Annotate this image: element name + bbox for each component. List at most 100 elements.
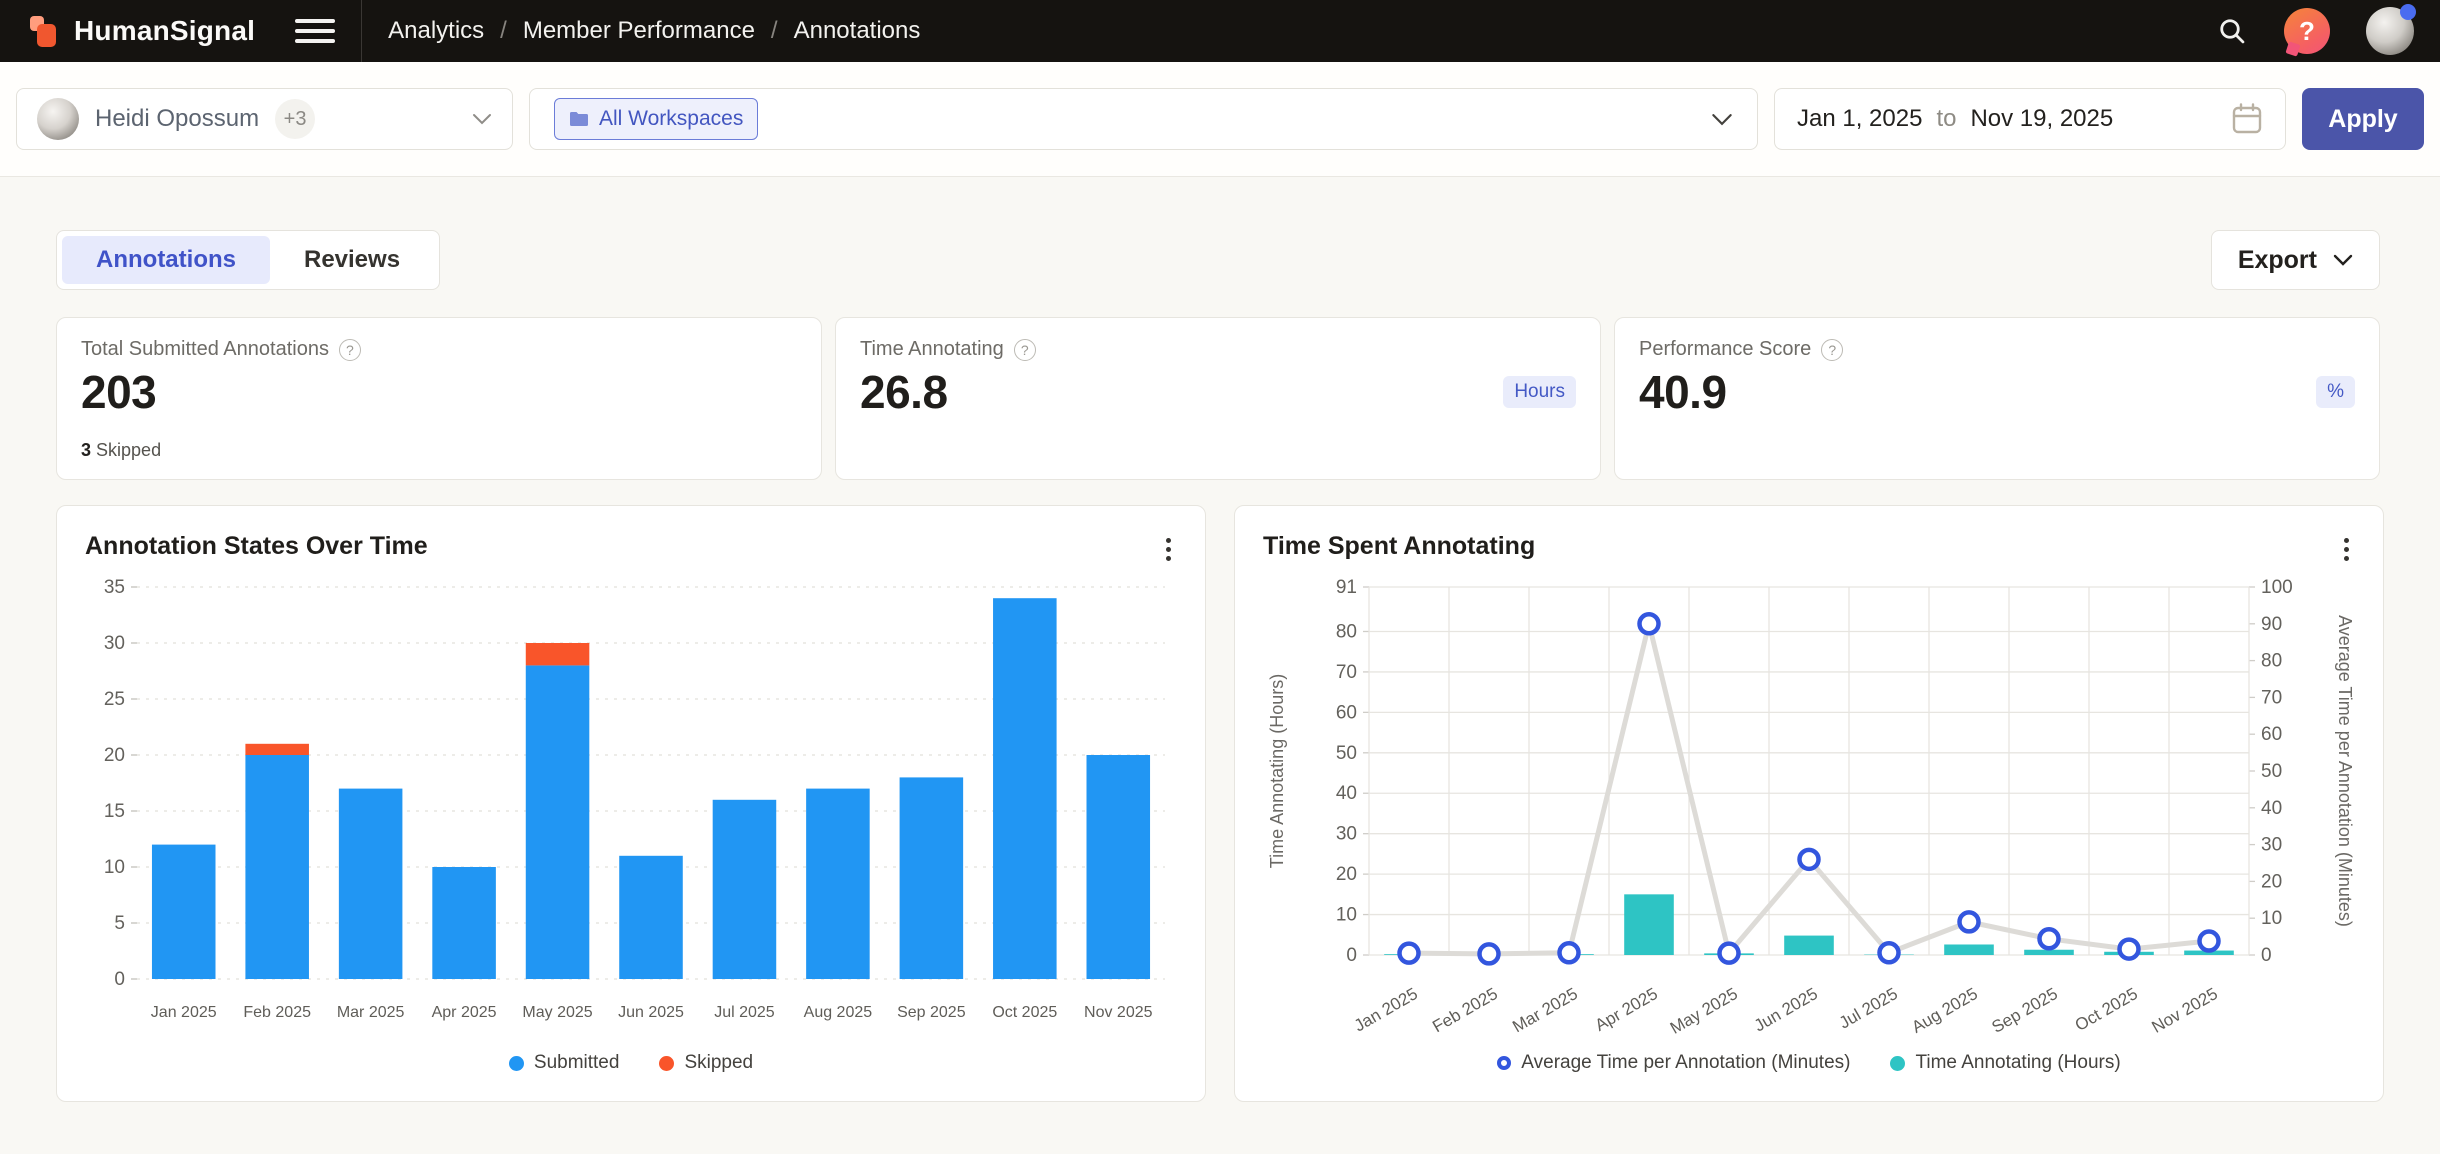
time-spent-chart: 0102030405060708091010203040506070809010… bbox=[1263, 573, 2355, 1048]
workspace-select[interactable]: All Workspaces bbox=[529, 88, 1758, 150]
kebab-menu-icon[interactable] bbox=[1160, 532, 1177, 567]
svg-text:50: 50 bbox=[1336, 743, 1357, 764]
brand-logo[interactable]: HumanSignal bbox=[30, 12, 255, 50]
member-name: Heidi Opossum bbox=[95, 105, 259, 133]
svg-text:10: 10 bbox=[2261, 908, 2282, 929]
apply-button[interactable]: Apply bbox=[2302, 88, 2424, 150]
help-circle-icon[interactable]: ? bbox=[1014, 339, 1036, 361]
main-content: Annotations Reviews Export Total Submitt… bbox=[0, 230, 2440, 1102]
chevron-down-icon bbox=[1711, 113, 1733, 126]
top-navigation-bar: HumanSignal Analytics / Member Performan… bbox=[0, 0, 2440, 62]
svg-text:Apr 2025: Apr 2025 bbox=[432, 1004, 497, 1021]
help-bubble-icon[interactable]: ? bbox=[2284, 8, 2330, 54]
date-from[interactable]: Jan 1, 2025 bbox=[1797, 105, 1922, 133]
svg-text:80: 80 bbox=[1336, 621, 1357, 642]
search-icon[interactable] bbox=[2216, 15, 2248, 47]
tabs-segmented-control: Annotations Reviews bbox=[56, 230, 440, 290]
svg-text:0: 0 bbox=[1346, 945, 1357, 966]
export-label: Export bbox=[2238, 246, 2317, 275]
svg-text:Time Annotating (Hours): Time Annotating (Hours) bbox=[1267, 674, 1287, 868]
breadcrumb-annotations[interactable]: Annotations bbox=[794, 17, 921, 45]
svg-text:30: 30 bbox=[2261, 835, 2282, 856]
extra-members-badge: +3 bbox=[275, 99, 315, 139]
topbar-divider bbox=[361, 0, 362, 62]
tab-reviews[interactable]: Reviews bbox=[270, 236, 434, 284]
breadcrumb-member-performance[interactable]: Member Performance bbox=[523, 17, 755, 45]
user-avatar[interactable] bbox=[2366, 7, 2414, 55]
svg-text:Mar 2025: Mar 2025 bbox=[337, 1004, 405, 1021]
svg-text:Mar 2025: Mar 2025 bbox=[1509, 984, 1581, 1036]
stat-title: Time Annotating bbox=[860, 338, 1004, 361]
svg-text:Jan 2025: Jan 2025 bbox=[1351, 984, 1421, 1035]
svg-text:30: 30 bbox=[104, 633, 125, 654]
submitted-legend-dot bbox=[509, 1056, 524, 1071]
svg-text:May 2025: May 2025 bbox=[1667, 984, 1741, 1038]
svg-text:80: 80 bbox=[2261, 651, 2282, 672]
chevron-down-icon bbox=[472, 113, 492, 125]
chart-legend: Average Time per Annotation (Minutes) Ti… bbox=[1263, 1052, 2355, 1074]
svg-text:90: 90 bbox=[2261, 614, 2282, 635]
help-circle-icon[interactable]: ? bbox=[1821, 339, 1843, 361]
chart-title: Time Spent Annotating bbox=[1263, 532, 1535, 561]
date-to-word: to bbox=[1936, 105, 1956, 133]
combo-line-bar-chart: 0102030405060708091010203040506070809010… bbox=[1263, 573, 2355, 1043]
stat-card-time-annotating: Time Annotating ? 26.8 Hours bbox=[835, 317, 1601, 480]
svg-text:May 2025: May 2025 bbox=[522, 1004, 592, 1021]
svg-text:Aug 2025: Aug 2025 bbox=[1908, 984, 1981, 1037]
stat-title: Total Submitted Annotations bbox=[81, 338, 329, 361]
humansignal-logo-icon bbox=[30, 12, 62, 50]
svg-text:Aug 2025: Aug 2025 bbox=[804, 1004, 873, 1021]
skipped-legend-dot bbox=[659, 1056, 674, 1071]
tab-annotations[interactable]: Annotations bbox=[62, 236, 270, 284]
svg-text:35: 35 bbox=[104, 577, 125, 598]
workspace-chip-label: All Workspaces bbox=[599, 107, 743, 131]
date-to[interactable]: Nov 19, 2025 bbox=[1970, 105, 2113, 133]
breadcrumb-analytics[interactable]: Analytics bbox=[388, 17, 484, 45]
svg-text:0: 0 bbox=[2261, 945, 2272, 966]
svg-text:Sep 2025: Sep 2025 bbox=[897, 1004, 966, 1021]
svg-text:91: 91 bbox=[1336, 577, 1357, 598]
svg-text:20: 20 bbox=[1336, 864, 1357, 885]
svg-text:60: 60 bbox=[1336, 702, 1357, 723]
svg-text:10: 10 bbox=[1336, 905, 1357, 926]
svg-text:70: 70 bbox=[1336, 662, 1357, 683]
svg-text:100: 100 bbox=[2261, 577, 2293, 598]
member-avatar bbox=[37, 98, 79, 140]
chevron-down-icon bbox=[2333, 254, 2353, 266]
svg-text:10: 10 bbox=[104, 857, 125, 878]
member-select[interactable]: Heidi Opossum +3 bbox=[16, 88, 513, 150]
stacked-bar-chart: 05101520253035Jan 2025Feb 2025Mar 2025Ap… bbox=[85, 573, 1177, 1043]
calendar-icon[interactable] bbox=[2231, 102, 2263, 136]
annotation-states-chart: 05101520253035Jan 2025Feb 2025Mar 2025Ap… bbox=[85, 573, 1177, 1048]
svg-text:Feb 2025: Feb 2025 bbox=[1429, 984, 1501, 1036]
svg-text:20: 20 bbox=[2261, 871, 2282, 892]
chart-title: Annotation States Over Time bbox=[85, 532, 428, 561]
svg-text:20: 20 bbox=[104, 745, 125, 766]
svg-text:Jun 2025: Jun 2025 bbox=[618, 1004, 684, 1021]
svg-text:5: 5 bbox=[114, 913, 125, 934]
svg-text:Jan 2025: Jan 2025 bbox=[151, 1004, 217, 1021]
svg-text:60: 60 bbox=[2261, 724, 2282, 745]
svg-text:Sep 2025: Sep 2025 bbox=[1988, 984, 2061, 1037]
unit-badge: Hours bbox=[1503, 376, 1576, 408]
breadcrumb: Analytics / Member Performance / Annotat… bbox=[388, 17, 920, 45]
svg-text:40: 40 bbox=[1336, 783, 1357, 804]
svg-text:0: 0 bbox=[114, 969, 125, 990]
workspace-chip[interactable]: All Workspaces bbox=[554, 98, 758, 140]
date-range-input[interactable]: Jan 1, 2025 to Nov 19, 2025 bbox=[1774, 88, 2286, 150]
kebab-menu-icon[interactable] bbox=[2338, 532, 2355, 567]
export-button[interactable]: Export bbox=[2211, 230, 2380, 290]
unit-badge: % bbox=[2316, 376, 2355, 408]
stat-value: 203 bbox=[81, 365, 797, 419]
filters-bar: Heidi Opossum +3 All Workspaces Jan 1, 2… bbox=[0, 62, 2440, 177]
svg-text:40: 40 bbox=[2261, 798, 2282, 819]
stat-value: 40.9 bbox=[1639, 365, 2355, 419]
help-circle-icon[interactable]: ? bbox=[339, 339, 361, 361]
svg-text:Jul 2025: Jul 2025 bbox=[714, 1004, 775, 1021]
svg-text:Jun 2025: Jun 2025 bbox=[1751, 984, 1821, 1035]
stat-title: Performance Score bbox=[1639, 338, 1811, 361]
stat-card-total-submitted: Total Submitted Annotations ? 203 3 Skip… bbox=[56, 317, 822, 480]
chart-card-time-spent: Time Spent Annotating 0 10 20 30 40 50 60 70 80 9… bbox=[1234, 505, 2384, 1102]
hamburger-menu-icon[interactable] bbox=[295, 16, 335, 46]
svg-text:50: 50 bbox=[2261, 761, 2282, 782]
